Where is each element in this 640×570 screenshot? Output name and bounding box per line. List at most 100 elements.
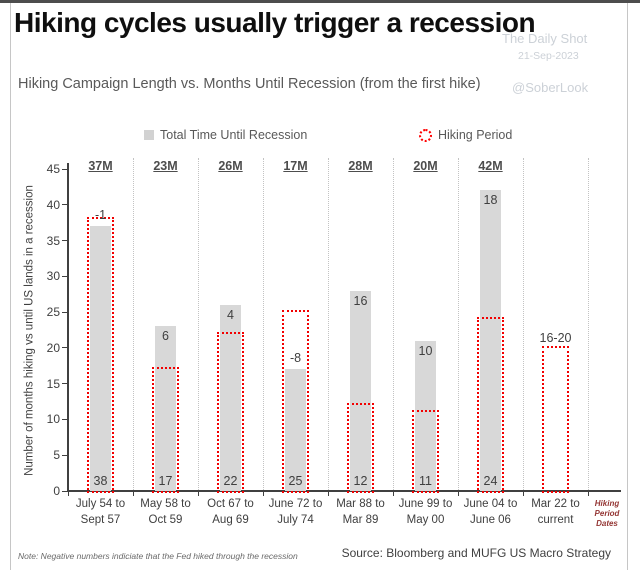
diff-label: 18	[483, 193, 498, 208]
x-category-label: Oct 67 to	[207, 498, 254, 510]
hiking-period-box	[412, 410, 439, 493]
hiking-months-label: 12	[353, 474, 368, 488]
source-attribution: Source: Bloomberg and MUFG US Macro Stra…	[341, 546, 611, 560]
legend-label: Total Time Until Recession	[160, 128, 308, 142]
x-category-label: June 99 to	[398, 498, 453, 510]
total-time-bar	[350, 290, 371, 491]
hiking-months-label: 17	[158, 474, 173, 488]
diff-label: 10	[418, 343, 433, 358]
x-category-label: June 04 to	[463, 498, 518, 510]
diff-label: 6	[162, 329, 169, 344]
category-separator	[132, 158, 134, 490]
diff-label: -1	[94, 208, 107, 223]
x-category-label: current	[537, 513, 574, 526]
x-tick	[198, 491, 199, 496]
x-tick	[393, 491, 394, 496]
hiking-period-box	[542, 345, 569, 493]
legend-item-hiking-period: Hiking Period	[419, 128, 512, 142]
category-separator	[197, 158, 199, 490]
legend-item-total-time: Total Time Until Recession	[144, 128, 307, 142]
page-title: Hiking cycles usually trigger a recessio…	[14, 7, 536, 38]
top-total-label: 26M	[218, 159, 243, 173]
top-total-label: 23M	[153, 159, 178, 173]
y-tick	[62, 168, 67, 170]
top-total-label: 28M	[348, 159, 373, 173]
x-axis-line	[67, 490, 621, 492]
hiking-period-box	[217, 331, 244, 493]
hiking-period-box	[152, 367, 179, 493]
total-time-bar	[90, 226, 111, 491]
top-total-label: 17M	[283, 159, 308, 173]
y-tick-label: 20	[46, 340, 60, 355]
y-tick	[62, 204, 67, 206]
x-category-label: July 74	[277, 513, 314, 526]
x-category-label: June 72 to	[268, 498, 323, 510]
diff-label: -8	[289, 351, 302, 366]
red-dotted-swatch-icon	[419, 128, 432, 142]
x-category-label: Mar 22 to	[531, 498, 580, 510]
watermark-daily-shot: The Daily Shot	[502, 31, 588, 46]
y-tick	[62, 454, 67, 456]
y-tick-label: 0	[53, 484, 60, 498]
y-tick	[62, 275, 67, 277]
hiking-months-label: 25	[288, 474, 303, 488]
diff-label: 16	[353, 293, 368, 308]
diff-label: 16-20	[539, 330, 572, 345]
hiking-period-box	[477, 317, 504, 493]
hiking-months-label: 11	[419, 474, 432, 488]
x-tick	[458, 491, 459, 496]
left-border	[10, 3, 11, 570]
y-tick	[62, 240, 67, 242]
top-total-label: 42M	[478, 159, 503, 173]
hiking-months-label: 22	[223, 474, 238, 488]
category-separator	[392, 158, 394, 490]
footnote: Note: Negative numbers indiciate that th…	[18, 551, 298, 561]
y-tick	[62, 490, 67, 492]
y-tick-label: 30	[46, 269, 60, 284]
y-tick	[62, 347, 67, 349]
x-category-label: June 06	[470, 513, 511, 526]
watermark-date: 21-Sep-2023	[518, 50, 579, 62]
x-category-label: Mar 89	[342, 513, 379, 526]
total-time-bar	[480, 190, 501, 491]
hiking-months-label: 38	[93, 474, 108, 488]
x-category-label: Oct 59	[148, 513, 183, 526]
x-tick	[523, 491, 524, 496]
hiking-months-label: 24	[483, 474, 498, 488]
y-tick-label: 40	[46, 197, 60, 212]
hiking-period-box	[282, 310, 309, 493]
x-category-label: May 00	[406, 513, 445, 526]
top-total-label: 20M	[413, 159, 438, 173]
y-tick	[62, 311, 67, 313]
category-separator	[587, 158, 589, 490]
hiking-period-box	[347, 403, 374, 493]
chart-subtitle: Hiking Campaign Length vs. Months Until …	[18, 76, 481, 92]
watermark-soberlook: @SoberLook	[512, 80, 589, 95]
x-category-label: July 54 to	[75, 498, 126, 510]
x-category-label: Sept 57	[80, 513, 121, 526]
diff-label: 4	[227, 307, 234, 322]
y-axis-line	[67, 163, 69, 492]
category-separator	[262, 158, 264, 490]
total-time-bar	[415, 340, 436, 491]
gray-bar-swatch-icon	[144, 130, 154, 140]
y-tick	[62, 418, 67, 420]
total-time-bar	[220, 304, 241, 491]
category-separator	[327, 158, 329, 490]
y-tick-label: 35	[46, 233, 60, 248]
x-category-label: Mar 88 to	[336, 498, 385, 510]
total-time-bar	[285, 369, 306, 491]
x-category-label: May 58 to	[140, 498, 191, 510]
y-tick-label: 45	[46, 162, 60, 176]
category-separator	[457, 158, 459, 490]
y-tick-label: 5	[53, 448, 60, 463]
x-tick	[588, 491, 589, 496]
x-category-label: Aug 69	[212, 513, 249, 526]
x-tick	[328, 491, 329, 496]
category-separator	[522, 158, 524, 490]
top-total-label: 37M	[88, 159, 113, 173]
x-tick	[263, 491, 264, 496]
y-tick-label: 10	[46, 412, 60, 427]
y-tick	[62, 383, 67, 385]
